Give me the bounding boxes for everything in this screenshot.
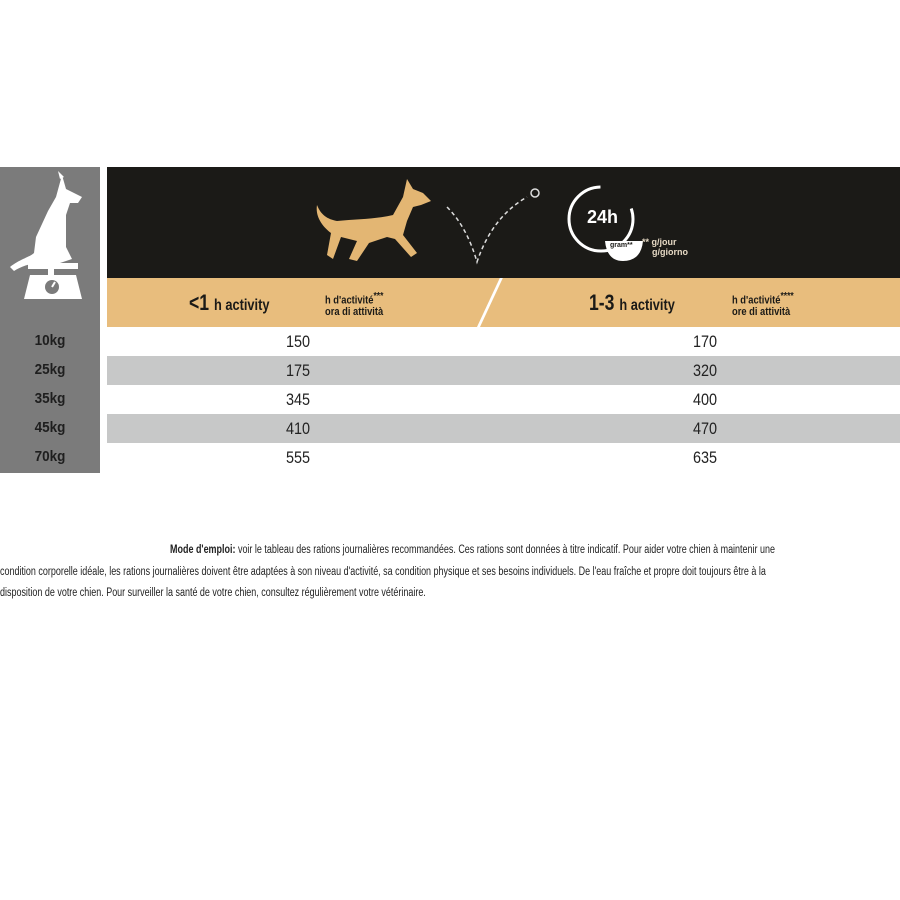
activity-header-band: <1 h activity h d'activité*** ora di atti…: [107, 278, 900, 333]
instructions-line: disposition de votre chien. Pour surveil…: [0, 587, 426, 599]
table-row: 555 635: [107, 443, 900, 472]
column-header-mid-activity: 1-3 h activity: [589, 290, 675, 315]
table-cell: 400: [692, 390, 718, 409]
unit-label: ** g/jour: [642, 237, 677, 247]
divider: [474, 278, 503, 333]
clock-label: 24h: [587, 207, 619, 227]
table-cell: 635: [692, 448, 718, 467]
table-cell: 150: [285, 332, 311, 351]
table-row: 410 470: [107, 414, 900, 443]
column-header-low-activity: <1 h activity: [189, 290, 270, 315]
table-cell: 410: [285, 419, 311, 438]
instructions-line: condition corporelle idéale, les rations…: [0, 565, 766, 578]
table-header: 24h gram** ** g/jour g/giorno: [107, 167, 900, 278]
weight-label: 35kg: [34, 390, 66, 407]
table-row: 150 170: [107, 327, 900, 356]
weight-label: 45kg: [34, 419, 66, 436]
weight-column: 10kg 25kg 35kg 45kg 70kg: [0, 167, 100, 473]
instructions-line: voir le tableau des rations journalières…: [235, 544, 775, 556]
check-mark-icon: [446, 188, 540, 265]
table-row: 345 400: [107, 385, 900, 414]
instructions-label: Mode d'emploi:: [170, 544, 236, 556]
bowl-label: gram**: [610, 242, 633, 249]
weight-label: 10kg: [34, 332, 66, 349]
column-subheader: h d'activité**** ore di attività: [732, 291, 794, 318]
table-cell: 555: [285, 448, 311, 467]
weight-label: 70kg: [34, 448, 66, 465]
table-cell: 320: [692, 361, 718, 380]
weight-label: 25kg: [34, 361, 66, 378]
dog-on-scale-icon: [10, 171, 82, 299]
table-row: 175 320: [107, 356, 900, 385]
instructions-text: Mode d'emploi: voir le tableau des ratio…: [0, 540, 775, 605]
table-cell: 175: [285, 361, 311, 380]
column-subheader: h d'activité*** ora di attività: [325, 291, 384, 318]
24h-clock-bowl-icon: [567, 185, 643, 261]
table-cell: 345: [285, 390, 311, 409]
unit-label: g/giorno: [652, 247, 688, 257]
table-cell: 470: [692, 419, 718, 438]
table-cell: 170: [692, 332, 718, 351]
running-dog-icon: [316, 179, 431, 261]
